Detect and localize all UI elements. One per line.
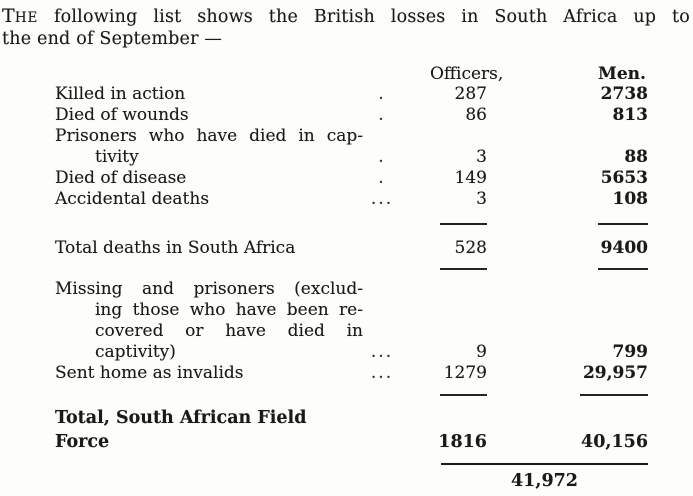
intro-line-1: THE following list shows the British los… bbox=[2, 6, 690, 29]
table-row: Died of disease. 149 5653 bbox=[0, 168, 648, 189]
table-row: Prisoners who have died in cap-tivity. 3 8… bbox=[0, 126, 648, 168]
row-label: Total deaths in South Africa bbox=[0, 238, 363, 259]
leader-dots: ... bbox=[370, 363, 394, 383]
officers-rule-cell bbox=[401, 394, 487, 396]
table-row: Total, South African Field Force 1816 40,1… bbox=[0, 406, 648, 454]
men-column-rule bbox=[580, 394, 648, 396]
row-label: Sent home as invalids bbox=[0, 363, 363, 384]
spacer-cell bbox=[363, 269, 401, 270]
officers-rule-cell bbox=[401, 223, 487, 225]
men-rule-cell bbox=[487, 223, 648, 225]
label-line: Total, South African Field Force bbox=[55, 408, 307, 452]
label-line: Total deaths in South Africa bbox=[55, 238, 296, 258]
leader-dots: ... bbox=[370, 189, 394, 209]
row-label: Died of disease bbox=[0, 168, 363, 189]
spacer-cell bbox=[0, 224, 363, 225]
officers-value: 9 bbox=[476, 342, 487, 362]
label-line: Killed in action bbox=[55, 84, 186, 104]
officers-value: 1279 bbox=[443, 363, 487, 383]
men-rule-cell bbox=[487, 268, 648, 270]
men-value: 88 bbox=[624, 147, 648, 167]
intro-line-1-text: following list shows the British losses … bbox=[53, 7, 691, 27]
intro-paragraph: THE following list shows the British los… bbox=[0, 6, 693, 50]
officers-value: 1816 bbox=[438, 432, 487, 452]
row-label: Total, South African Field Force bbox=[0, 406, 363, 454]
officers-column-rule bbox=[440, 394, 487, 396]
officers-value: 3 bbox=[476, 189, 487, 209]
label-line: tivity bbox=[95, 147, 139, 167]
label-line: Prisoners who have died in cap- bbox=[55, 126, 363, 146]
row-label: Accidental deaths bbox=[0, 189, 363, 210]
men-value: 5653 bbox=[600, 168, 648, 188]
leader-dots: . bbox=[378, 168, 386, 188]
spacer-cell bbox=[363, 395, 401, 396]
rule-row bbox=[0, 210, 648, 238]
leader-dots: . bbox=[378, 147, 386, 167]
men-column-rule bbox=[598, 268, 648, 270]
row-label: Missing and prisoners (exclud-ing those … bbox=[0, 279, 363, 363]
label-line: covered or have died in bbox=[95, 321, 363, 341]
intro-lead-capital: T bbox=[2, 5, 15, 27]
table-row: Missing and prisoners (exclud-ing those … bbox=[0, 279, 648, 363]
label-line: captivity) bbox=[95, 342, 176, 362]
officers-value: 3 bbox=[476, 147, 487, 167]
leader-dots: . bbox=[378, 105, 386, 125]
men-column-header: Men. bbox=[598, 64, 646, 84]
officers-value: 528 bbox=[454, 238, 487, 258]
officers-rule-cell bbox=[401, 268, 487, 270]
grand-total-value: 41,972 bbox=[511, 471, 578, 491]
row-label: Died of wounds bbox=[0, 105, 363, 126]
spacer-cell bbox=[363, 224, 401, 225]
rule-row bbox=[0, 384, 648, 406]
men-rule-cell bbox=[487, 394, 648, 396]
men-value: 799 bbox=[612, 342, 649, 362]
officers-column-rule bbox=[440, 223, 487, 225]
officers-value: 86 bbox=[465, 105, 487, 125]
officers-column-header: Officers, bbox=[430, 64, 504, 84]
table-row: Sent home as invalids... 1279 29,957 bbox=[0, 363, 648, 384]
grand-total-rule bbox=[441, 463, 648, 465]
men-column-rule bbox=[598, 223, 648, 225]
spacer-cell bbox=[0, 395, 363, 396]
officers-value: 287 bbox=[454, 84, 487, 104]
label-line: Missing and prisoners (exclud- bbox=[55, 279, 363, 299]
row-label: Prisoners who have died in cap-tivity bbox=[0, 126, 363, 168]
losses-table-body: Killed in action. 287 2738 Died of wounds. 8… bbox=[0, 84, 648, 492]
men-value: 2738 bbox=[600, 84, 648, 104]
label-line: Died of wounds bbox=[55, 105, 189, 125]
leader-dots: ... bbox=[370, 342, 394, 362]
leader-dots: . bbox=[378, 84, 386, 104]
label-line: Died of disease bbox=[55, 168, 187, 188]
intro-lead-smallcaps: HE bbox=[14, 10, 39, 26]
label-line: Sent home as invalids bbox=[55, 363, 244, 383]
rule-row bbox=[0, 259, 648, 279]
row-label: Killed in action bbox=[0, 84, 363, 105]
men-value: 813 bbox=[612, 105, 649, 125]
spacer-cell bbox=[0, 269, 363, 270]
intro-line-2: the end of September — bbox=[2, 29, 223, 49]
table-header-row: Officers, Men. bbox=[0, 64, 693, 84]
table-row: Killed in action. 287 2738 bbox=[0, 84, 648, 105]
men-value: 108 bbox=[612, 189, 649, 209]
table-row: Accidental deaths... 3 108 bbox=[0, 189, 648, 210]
men-value: 40,156 bbox=[581, 432, 648, 452]
label-line: Accidental deaths bbox=[55, 189, 210, 209]
losses-table: Officers, Men. Killed in action. 287 2738 D… bbox=[0, 64, 648, 492]
officers-value: 149 bbox=[454, 168, 487, 188]
table-row: Total deaths in South Africa 528 9400 bbox=[0, 238, 648, 259]
table-row: Died of wounds. 86 813 bbox=[0, 105, 648, 126]
officers-column-rule bbox=[440, 268, 487, 270]
men-value: 9400 bbox=[600, 238, 648, 258]
men-value: 29,957 bbox=[582, 363, 648, 383]
label-line: ing those who have been re- bbox=[95, 300, 363, 320]
